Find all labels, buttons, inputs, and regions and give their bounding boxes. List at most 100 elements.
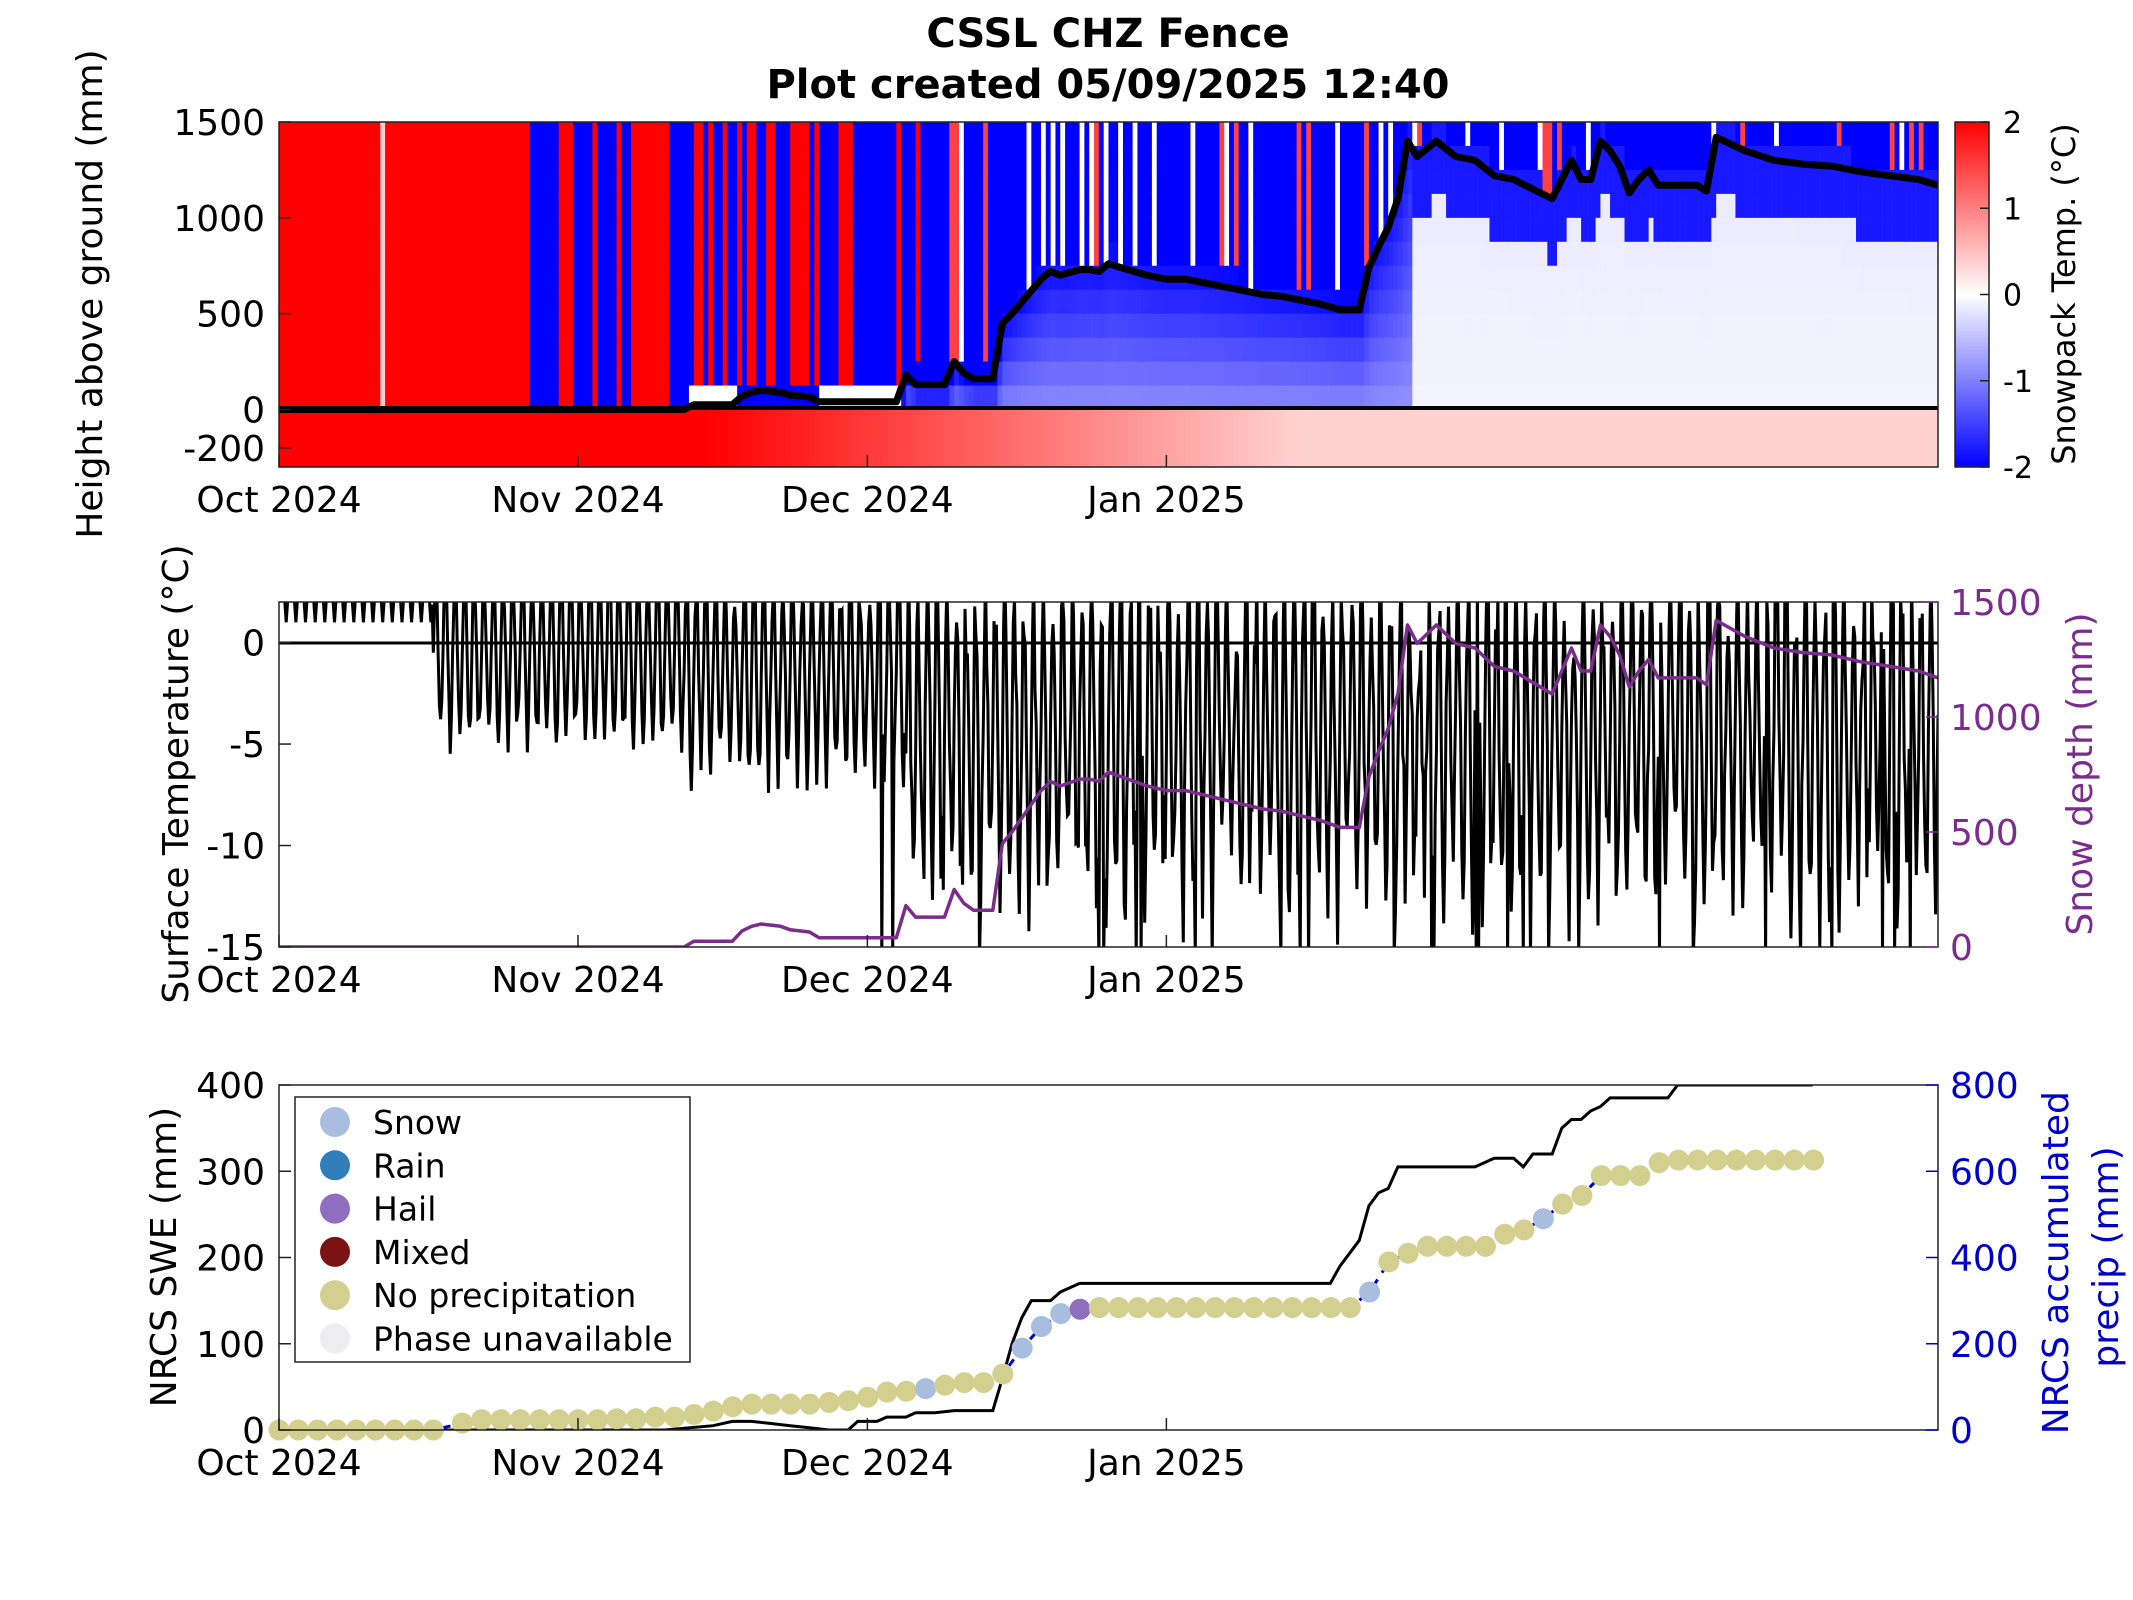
swe-point-none: [953, 1372, 975, 1394]
swe-point-none: [837, 1390, 859, 1412]
swe-point-none: [451, 1412, 473, 1434]
swe-point-hail: [1069, 1298, 1091, 1320]
swe-point-none: [1590, 1165, 1612, 1187]
swe-point-none: [1610, 1165, 1632, 1187]
swe-point-none: [1803, 1149, 1825, 1171]
y-tick-label: 1000: [173, 199, 265, 240]
swe-point-none: [1417, 1235, 1439, 1257]
y-tick-label: -10: [206, 827, 265, 868]
swe-point-none: [471, 1409, 493, 1431]
swe-point-none: [1455, 1235, 1477, 1257]
swe-point-snow: [1532, 1208, 1554, 1230]
swe-point-none: [1706, 1149, 1728, 1171]
swe-point-none: [1629, 1165, 1651, 1187]
swe-point-none: [586, 1409, 608, 1431]
swe-points: [268, 1149, 1825, 1441]
legend-marker: [320, 1280, 350, 1311]
colorbar-tick-label: -2: [2003, 451, 2033, 486]
legend-label: Mixed: [373, 1233, 470, 1272]
swe-point-none: [1783, 1149, 1805, 1171]
x-tick-label: Nov 2024: [491, 480, 664, 521]
swe-point-none: [992, 1363, 1014, 1385]
swe-point-none: [1262, 1297, 1284, 1319]
swe-point-none: [760, 1393, 782, 1415]
swe-point-none: [722, 1396, 744, 1418]
legend-marker: [320, 1323, 350, 1354]
swe-point-none: [1494, 1223, 1516, 1245]
swe-point-none: [1687, 1149, 1709, 1171]
swe-point-snow: [1011, 1337, 1033, 1359]
y2-tick-label: 500: [1950, 813, 2019, 854]
swe-point-snow: [1050, 1303, 1072, 1325]
surface-temp-y-ticks: 0 -5 -10 -15: [206, 624, 291, 969]
swe-point-none: [702, 1400, 724, 1422]
colorbar-tick-label: -1: [2003, 365, 2033, 400]
precip-y-ticks: 800 600 400 200 0: [1926, 1066, 2019, 1452]
y2-tick-label: 0: [1950, 1411, 1973, 1452]
colorbar-tick-label: 1: [2003, 192, 2022, 227]
y-tick-label: 0: [242, 1411, 265, 1452]
colorbar-tick-label: 2: [2003, 106, 2022, 141]
swe-point-snow: [1359, 1281, 1381, 1303]
swe-point-none: [1648, 1152, 1670, 1174]
heatmap-snow-depth-line: [279, 133, 1938, 413]
legend-marker: [320, 1236, 350, 1267]
x-tick-label: Jan 2025: [1085, 960, 1246, 1001]
swe-point-none: [1185, 1297, 1207, 1319]
y-tick-label: 100: [196, 1325, 265, 1366]
y2-tick-label: 800: [1950, 1066, 2019, 1107]
swe-point-none: [1571, 1184, 1593, 1206]
swe-point-none: [1166, 1297, 1188, 1319]
y2-tick-label: 400: [1950, 1239, 2019, 1280]
chart-subtitle: Plot created 05/09/2025 12:40: [766, 62, 1449, 108]
precip-y-label: NRCS accumulated precip (mm): [2036, 1080, 2127, 1435]
y-tick-label: 300: [196, 1152, 265, 1193]
heatmap-cells: [279, 122, 1938, 467]
legend-label: Rain: [373, 1146, 446, 1185]
swe-point-none: [799, 1393, 821, 1415]
swe-point-none: [1301, 1297, 1323, 1319]
colorbar-tick-label: 0: [2003, 279, 2022, 314]
y2-tick-label: 600: [1950, 1152, 2019, 1193]
x-tick-label: Jan 2025: [1085, 480, 1246, 521]
x-tick-label: Dec 2024: [781, 960, 954, 1001]
x-tick-label: Dec 2024: [781, 480, 954, 521]
swe-point-none: [1108, 1297, 1130, 1319]
swe-point-none: [1243, 1297, 1265, 1319]
legend-marker: [320, 1150, 350, 1181]
y-tick-label: 0: [242, 624, 265, 665]
accumulated-precip-line: [279, 1085, 1813, 1430]
legend-label: Hail: [373, 1190, 436, 1229]
x-tick-label: Oct 2024: [196, 480, 361, 521]
swe-point-none: [683, 1403, 705, 1425]
x-tick-label: Nov 2024: [491, 1443, 664, 1484]
swe-point-none: [973, 1372, 995, 1394]
y2-tick-label: 1000: [1950, 698, 2042, 739]
y-tick-label: -200: [183, 429, 265, 470]
swe-point-none: [644, 1406, 666, 1428]
swe-point-none: [1146, 1297, 1168, 1319]
heatmap-axes-box: [278, 121, 1939, 468]
precip-y-label-line2: precip (mm): [2086, 1146, 2127, 1367]
swe-point-none: [509, 1409, 531, 1431]
swe-point-none: [529, 1409, 551, 1431]
snow-depth-series: [279, 618, 1938, 947]
swe-point-none: [780, 1393, 802, 1415]
surface-temp-axes-box: [278, 601, 1939, 948]
swe-point-none: [1725, 1149, 1747, 1171]
swe-point-none: [664, 1406, 686, 1428]
swe-point-none: [490, 1409, 512, 1431]
legend-marker: [320, 1107, 350, 1137]
heatmap-y-ticks: 1500 1000 500 0-200: [173, 103, 291, 470]
swe-y-ticks: 400 300 200 100 0: [196, 1066, 291, 1452]
x-tick-label: Oct 2024: [196, 1443, 361, 1484]
swe-point-none: [1474, 1235, 1496, 1257]
swe-point-none: [1667, 1149, 1689, 1171]
swe-point-none: [625, 1408, 647, 1430]
swe-y-label: NRCS SWE (mm): [144, 1107, 185, 1407]
swe-point-none: [934, 1374, 956, 1396]
snow-depth-y-ticks: 1500 1000 500 0: [1926, 583, 2042, 969]
swe-point-none: [606, 1408, 628, 1430]
